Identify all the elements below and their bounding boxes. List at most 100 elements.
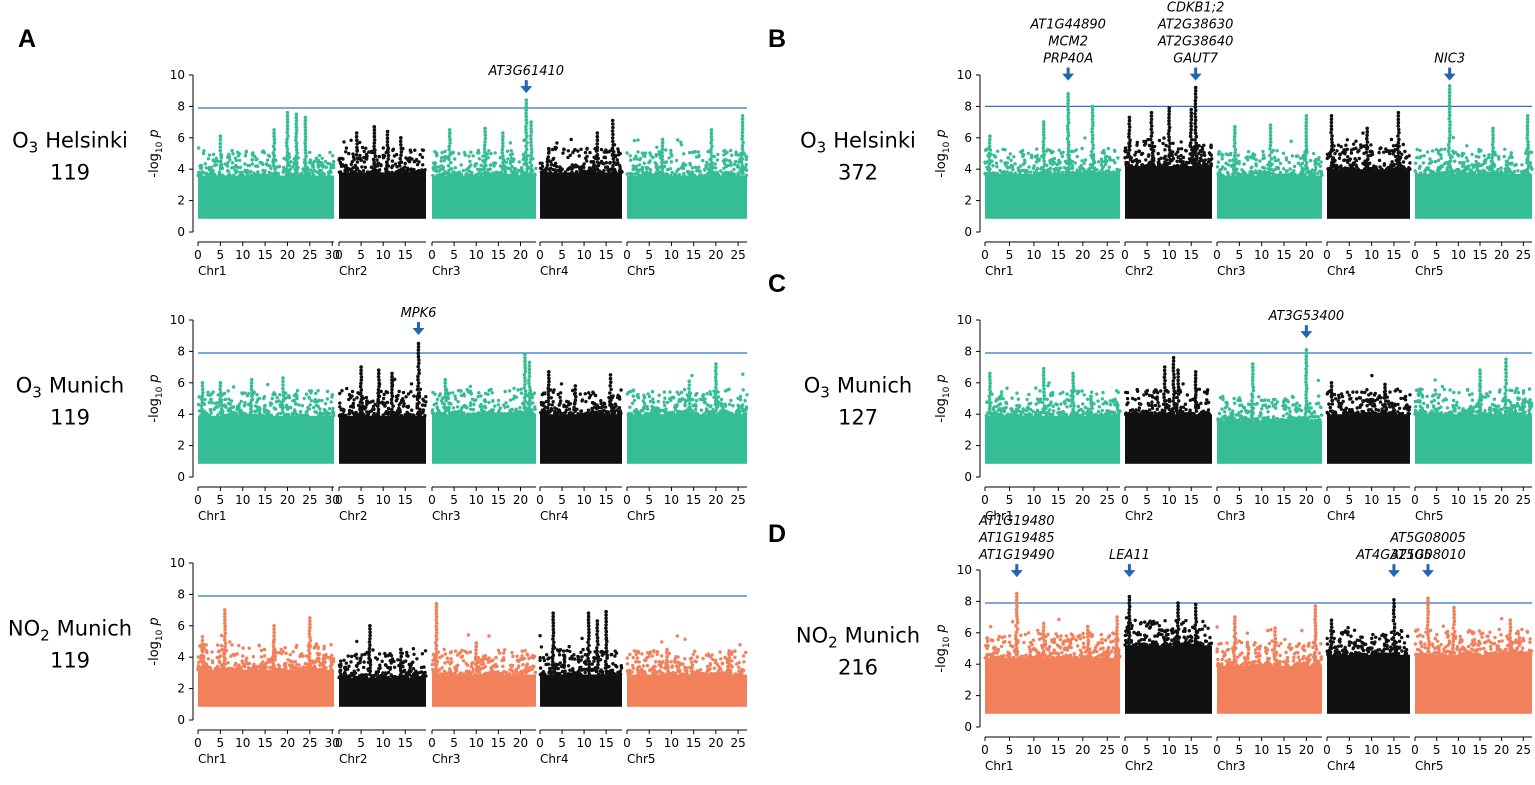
- snp-peak-point: [303, 135, 308, 139]
- snp-point: [508, 389, 512, 393]
- snp-point: [1102, 160, 1107, 164]
- snp-point: [508, 153, 513, 157]
- x-tick-label: 5: [645, 248, 653, 262]
- snp-point: [207, 166, 212, 170]
- snp-point: [316, 158, 321, 162]
- snp-peak-point: [611, 163, 615, 168]
- snp-peak-point: [385, 143, 390, 147]
- snp-point: [567, 407, 572, 411]
- snp-point: [1202, 150, 1206, 155]
- snp-peak-point: [281, 403, 285, 408]
- snp-point: [566, 664, 571, 668]
- snp-peak-point: [222, 658, 227, 662]
- snp-peak-point: [359, 381, 363, 386]
- snp-point: [1097, 160, 1101, 164]
- snp-point: [252, 154, 257, 158]
- snp-points: [983, 92, 1122, 176]
- snp-peak-point: [285, 154, 290, 158]
- snp-point: [465, 388, 469, 392]
- snp-point: [202, 149, 206, 153]
- snp-point: [262, 407, 266, 411]
- snp-point: [1083, 158, 1088, 162]
- snp-point: [270, 396, 274, 401]
- snp-point: [210, 401, 215, 405]
- snp-point: [654, 163, 659, 167]
- snp-point: [643, 151, 648, 155]
- snp-peak-point: [417, 368, 421, 372]
- snp-point: [250, 158, 254, 162]
- snp-peak-point: [285, 114, 290, 118]
- snp-peak-point: [529, 127, 533, 131]
- snp-peak-point: [524, 160, 528, 165]
- snp-peak-point: [372, 125, 377, 129]
- snp-point: [270, 172, 275, 176]
- snp-peak-point: [551, 621, 556, 625]
- snp-peak-point: [573, 391, 577, 395]
- snp-peak-point: [611, 122, 615, 126]
- snp-point: [231, 385, 236, 389]
- snp-point: [347, 674, 352, 678]
- snp-point: [643, 171, 647, 176]
- snp-point: [577, 668, 581, 672]
- snp-point: [711, 672, 715, 676]
- snp-peak-point: [988, 137, 992, 142]
- snp-point: [459, 163, 463, 167]
- snp-point: [509, 156, 514, 160]
- snp-peak-point: [709, 128, 714, 132]
- snp-point: [551, 157, 555, 161]
- site-name: Munich: [49, 374, 124, 398]
- snp-peak-point: [273, 167, 277, 171]
- snp-peak-point: [284, 167, 289, 171]
- snp-peak-point: [273, 658, 277, 662]
- snp-point: [436, 408, 441, 413]
- snp-point: [412, 394, 416, 398]
- snp-peak-point: [1066, 108, 1070, 112]
- snp-peak-point: [386, 150, 390, 154]
- snp-point: [694, 398, 699, 403]
- snp-peak-point: [482, 146, 487, 151]
- snp-point: [221, 173, 225, 178]
- y-tick-label: 6: [177, 376, 185, 390]
- site-name: Helsinki: [833, 129, 916, 153]
- snp-point: [215, 664, 220, 669]
- snp-point: [641, 399, 645, 403]
- snp-peak-point: [368, 643, 372, 648]
- snp-points: [625, 114, 749, 178]
- snp-peak-point: [355, 145, 359, 150]
- snp-peak-point: [474, 662, 478, 667]
- snp-point: [1019, 150, 1023, 154]
- snp-point: [616, 149, 621, 154]
- snp-peak-point: [303, 115, 308, 120]
- snp-point: [734, 411, 738, 416]
- snp-point: [319, 160, 323, 165]
- snp-peak-point: [595, 138, 600, 143]
- snp-point: [675, 412, 680, 416]
- y-tick-label: 6: [964, 131, 972, 145]
- pollutant-name: NO: [8, 617, 40, 641]
- snp-point: [717, 668, 721, 672]
- snp-peak-point: [223, 624, 227, 629]
- snp-peak-point: [586, 617, 591, 622]
- snp-point: [675, 390, 679, 394]
- snp-point: [486, 392, 490, 396]
- snp-point: [422, 399, 426, 403]
- snp-point: [216, 159, 220, 163]
- snp-peak-point: [500, 147, 505, 152]
- snp-point: [570, 170, 574, 174]
- snp-density-band: [540, 674, 622, 707]
- snp-peak-point: [527, 374, 532, 379]
- snp-point: [276, 412, 280, 416]
- snp-point: [423, 414, 427, 418]
- snp-point: [208, 408, 212, 412]
- snp-peak-point: [385, 164, 389, 168]
- snp-peak-point: [524, 121, 529, 125]
- snp-point: [274, 400, 279, 404]
- snp-peak-point: [417, 361, 421, 366]
- snp-point: [1035, 153, 1039, 158]
- snp-point: [406, 404, 411, 408]
- snp-point: [599, 147, 604, 152]
- snp-point: [551, 400, 555, 404]
- snp-point: [691, 404, 695, 408]
- x-tick-label: 20: [708, 248, 723, 262]
- snp-point: [611, 662, 615, 666]
